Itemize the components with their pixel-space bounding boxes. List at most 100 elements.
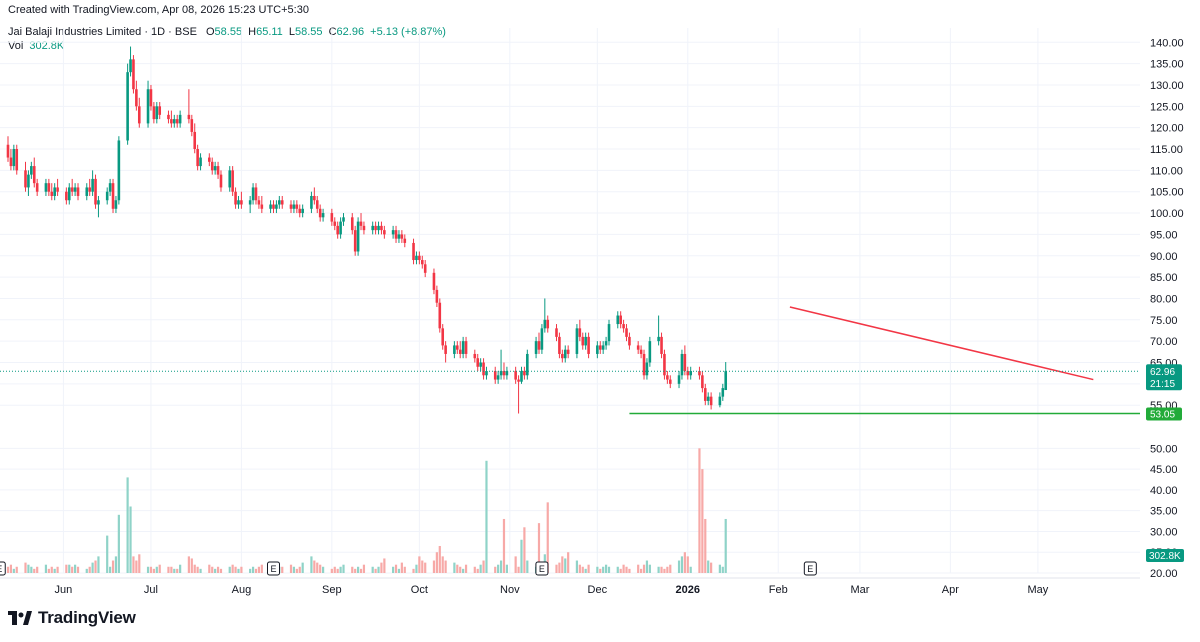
candle-body: [269, 204, 272, 209]
time-tick-label: Aug: [232, 584, 252, 596]
time-axis[interactable]: Jun Jul Aug Sep Oct Nov Dec 2026 Feb Mar Apr May: [55, 584, 1049, 596]
volume-bar: [44, 564, 48, 573]
volume-bar: [56, 566, 59, 573]
volume-bar: [415, 564, 418, 573]
candle-body: [479, 362, 482, 367]
candle-body: [721, 388, 725, 397]
volume-bar: [12, 568, 15, 573]
earnings-marker-label: E: [270, 564, 276, 574]
volume-bar: [135, 560, 138, 573]
earnings-markers: EEEE: [0, 561, 817, 576]
candle-body: [657, 336, 660, 342]
earnings-marker[interactable]: E: [266, 561, 280, 576]
candle-body: [648, 341, 652, 363]
candle-body: [53, 187, 56, 196]
candle-body: [339, 221, 342, 235]
support-value: 53.05: [1150, 410, 1175, 421]
volume-bar: [619, 568, 622, 573]
candle-body: [438, 302, 442, 329]
price-tick-label: 80.00: [1150, 293, 1178, 305]
volume-bar: [9, 564, 13, 573]
candle-body: [228, 170, 232, 188]
volume-bar: [625, 566, 628, 573]
candle-body: [275, 204, 278, 209]
earnings-marker[interactable]: E: [803, 561, 817, 576]
chart-grid: [0, 28, 1140, 579]
price-tick-label: 100.00: [1150, 208, 1184, 220]
candle-body: [315, 200, 319, 209]
candle-body: [403, 238, 407, 243]
candle-body: [6, 144, 10, 158]
candle-body: [336, 225, 339, 235]
volume-bar: [231, 564, 234, 573]
volume-bar: [117, 514, 120, 573]
volume-bar: [537, 523, 541, 573]
candle-body: [216, 166, 220, 175]
volume-tick-label: 35.00: [1150, 506, 1178, 518]
legend-close-value: 62.96: [336, 26, 365, 38]
price-tick-label: 140.00: [1150, 37, 1184, 49]
candle-body: [137, 106, 141, 124]
volume-bar: [47, 568, 50, 573]
volume-bar: [578, 564, 581, 573]
volume-bar: [240, 566, 243, 573]
candle-body: [170, 119, 173, 124]
volume-bar: [421, 560, 424, 573]
candle-body: [689, 371, 693, 376]
volume-bar: [604, 564, 608, 573]
legend-volume-value: 302.8K: [29, 40, 65, 52]
candle-body: [523, 371, 526, 376]
volume-bar: [602, 566, 605, 573]
candle-body: [596, 345, 599, 354]
volume-bar: [109, 566, 112, 573]
volume-bar: [15, 566, 18, 573]
candle-body: [400, 234, 404, 239]
volume-bar: [392, 566, 395, 573]
earnings-marker[interactable]: E: [535, 561, 549, 576]
time-tick-label: May: [1027, 584, 1048, 596]
volume-bar: [505, 564, 508, 573]
candle-body: [27, 174, 30, 188]
volume-bar: [663, 568, 666, 573]
candle-body: [520, 371, 523, 382]
candle-body: [295, 204, 299, 209]
candle-body: [318, 208, 322, 218]
volume-bar: [289, 564, 293, 573]
price-tick-label: 70.00: [1150, 336, 1178, 348]
price-tick-label: 125.00: [1150, 101, 1184, 113]
volume-bar: [196, 566, 199, 573]
candle-body: [132, 59, 135, 90]
legend-high-value: 65.11: [256, 26, 283, 38]
candle-body: [149, 89, 153, 107]
candle-body: [135, 89, 138, 107]
candle-body: [272, 204, 275, 209]
candle-body: [555, 328, 558, 337]
candle-body: [546, 319, 550, 329]
price-axis[interactable]: 140.00 135.00 130.00 125.00 120.00 115.00 110.…: [1146, 37, 1184, 580]
candle-body: [380, 225, 383, 231]
volume-bar: [342, 564, 345, 573]
volume-bar: [380, 562, 383, 573]
candle-body: [114, 200, 118, 209]
candle-body: [362, 225, 366, 231]
price-tick-label: 115.00: [1150, 144, 1183, 156]
volume-bar: [564, 558, 567, 573]
candle-body: [234, 191, 237, 205]
candle-body: [67, 187, 71, 201]
price-tick-label: 135.00: [1150, 59, 1184, 71]
earnings-marker[interactable]: E: [0, 561, 6, 576]
volume-bar: [689, 566, 692, 573]
price-tick-label: 95.00: [1150, 229, 1178, 241]
volume-bar: [208, 564, 211, 573]
candle-body: [540, 328, 544, 350]
volume-bar: [622, 564, 625, 573]
volume-bar: [394, 564, 398, 573]
volume-bar: [596, 566, 599, 573]
created-with-text: Created with TradingView.com, Apr 08, 20…: [8, 4, 309, 16]
volume-bar: [281, 566, 284, 573]
candle-body: [394, 230, 398, 239]
volume-bar: [321, 566, 325, 573]
volume-bar: [599, 568, 602, 573]
candle-body: [455, 345, 459, 350]
